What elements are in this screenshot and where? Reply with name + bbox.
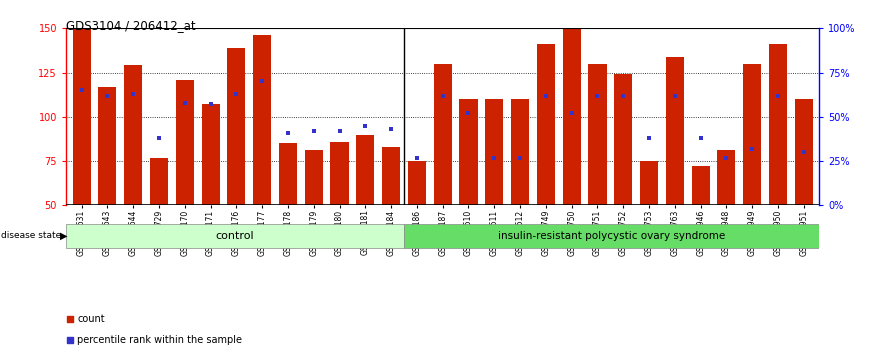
Bar xyxy=(795,99,813,205)
Point xyxy=(771,93,785,98)
Bar xyxy=(744,64,761,205)
Text: control: control xyxy=(216,231,255,241)
Bar xyxy=(99,87,116,205)
Bar xyxy=(202,104,219,205)
Point xyxy=(359,123,373,129)
Bar xyxy=(253,35,271,205)
Point xyxy=(668,93,682,98)
Point xyxy=(311,37,325,42)
Point xyxy=(384,126,398,132)
Bar xyxy=(511,99,529,205)
Bar xyxy=(640,161,658,205)
Point xyxy=(590,93,604,98)
Point xyxy=(487,155,501,160)
Point xyxy=(307,128,321,134)
Bar xyxy=(175,80,194,205)
Bar xyxy=(485,99,503,205)
Text: disease state: disease state xyxy=(1,231,61,240)
Bar xyxy=(692,166,710,205)
Bar xyxy=(305,150,322,205)
FancyBboxPatch shape xyxy=(404,224,819,248)
Bar xyxy=(460,99,478,205)
Point xyxy=(152,135,166,141)
Bar xyxy=(279,143,297,205)
FancyBboxPatch shape xyxy=(66,224,404,248)
Bar xyxy=(382,147,400,205)
Bar xyxy=(563,28,581,205)
Point xyxy=(75,87,89,93)
Point xyxy=(720,155,734,160)
Bar xyxy=(666,57,684,205)
Point xyxy=(204,102,218,107)
Point xyxy=(642,135,656,141)
Point xyxy=(616,93,630,98)
Bar xyxy=(614,74,633,205)
Text: insulin-resistant polycystic ovary syndrome: insulin-resistant polycystic ovary syndr… xyxy=(498,231,725,241)
Bar xyxy=(589,64,606,205)
Bar xyxy=(150,158,168,205)
Point xyxy=(435,93,449,98)
Text: percentile rank within the sample: percentile rank within the sample xyxy=(78,335,242,345)
Point xyxy=(796,149,811,155)
Point xyxy=(311,230,325,235)
Bar xyxy=(537,44,555,205)
Point xyxy=(178,100,192,105)
Point xyxy=(255,79,270,84)
Point xyxy=(410,155,424,160)
Point xyxy=(745,146,759,152)
Point xyxy=(462,110,476,116)
Point xyxy=(126,91,140,97)
Bar xyxy=(717,150,736,205)
Point xyxy=(539,93,553,98)
Text: count: count xyxy=(78,314,105,324)
Text: GDS3104 / 206412_at: GDS3104 / 206412_at xyxy=(66,19,196,33)
Point xyxy=(100,93,115,98)
Point xyxy=(332,128,346,134)
Bar xyxy=(124,65,142,205)
Bar xyxy=(769,44,787,205)
Bar xyxy=(356,135,374,205)
Point xyxy=(565,110,579,116)
Bar xyxy=(433,64,452,205)
Point xyxy=(693,135,707,141)
Bar xyxy=(72,28,91,205)
Bar xyxy=(330,142,349,205)
Point xyxy=(513,155,527,160)
Text: ▶: ▶ xyxy=(60,230,68,240)
Bar xyxy=(408,161,426,205)
Point xyxy=(229,91,243,97)
Bar xyxy=(227,48,246,205)
Point xyxy=(281,130,295,136)
